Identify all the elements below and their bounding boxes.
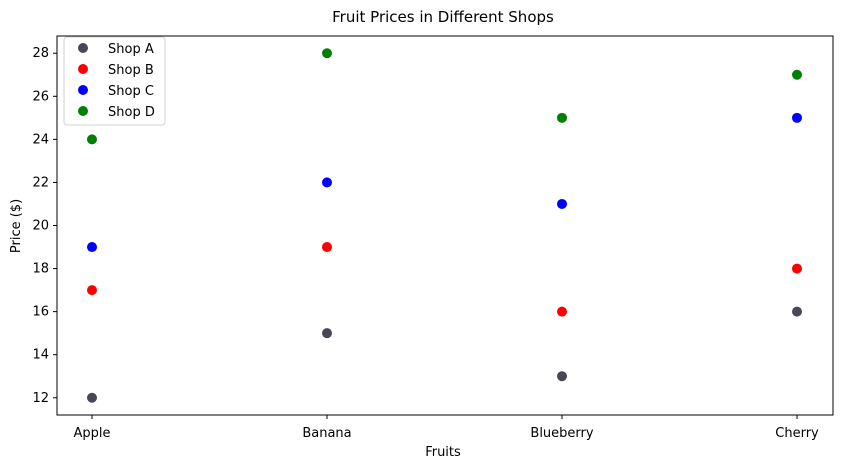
legend-marker <box>78 106 88 116</box>
data-point <box>792 263 802 274</box>
chart-title: Fruit Prices in Different Shops <box>332 8 554 26</box>
data-point <box>87 134 97 145</box>
legend-label: Shop D <box>108 105 155 120</box>
legend: Shop A Shop B Shop C Shop D <box>63 36 166 126</box>
data-point <box>87 242 97 253</box>
y-tick-label: 26 <box>32 89 49 104</box>
x-tick-label: Blueberry <box>530 426 593 441</box>
x-tick-label: Cherry <box>775 426 819 441</box>
x-axis: Apple Banana Blueberry Cherry <box>73 415 819 441</box>
series-shop-d <box>87 48 802 145</box>
x-tick-label: Apple <box>73 426 110 441</box>
data-point <box>87 392 97 403</box>
series-shop-c <box>87 112 802 253</box>
data-point <box>322 177 332 188</box>
y-tick-label: 12 <box>32 391 49 406</box>
data-point <box>792 306 802 317</box>
y-tick-label: 14 <box>32 348 49 363</box>
x-tick-label: Banana <box>302 426 351 441</box>
legend-label: Shop A <box>108 42 154 57</box>
legend-box <box>63 36 166 126</box>
x-axis-label: Fruits <box>425 445 461 460</box>
y-tick-label: 28 <box>32 46 49 61</box>
data-point <box>322 48 332 59</box>
y-tick-label: 18 <box>32 262 49 277</box>
data-point <box>557 371 567 382</box>
series-shop-a <box>87 306 802 403</box>
data-points <box>87 48 802 403</box>
data-point <box>792 69 802 80</box>
legend-marker <box>78 43 88 53</box>
data-point <box>87 285 97 296</box>
y-tick-label: 22 <box>32 175 49 190</box>
data-point <box>322 328 332 339</box>
y-tick-label: 16 <box>32 305 49 320</box>
data-point <box>557 112 567 123</box>
plot-area-frame <box>56 35 834 416</box>
data-point <box>557 198 567 209</box>
y-tick-label: 20 <box>32 219 49 234</box>
y-tick-label: 24 <box>32 132 49 147</box>
legend-marker <box>78 64 88 74</box>
legend-label: Shop C <box>108 84 154 99</box>
legend-marker <box>78 85 88 95</box>
legend-label: Shop B <box>108 63 154 78</box>
y-axis: 12 14 16 18 20 22 24 26 28 <box>32 46 57 406</box>
data-point <box>557 306 567 317</box>
y-axis-label: Price ($) <box>9 199 24 253</box>
series-shop-b <box>87 242 802 317</box>
data-point <box>792 112 802 123</box>
data-point <box>322 242 332 253</box>
